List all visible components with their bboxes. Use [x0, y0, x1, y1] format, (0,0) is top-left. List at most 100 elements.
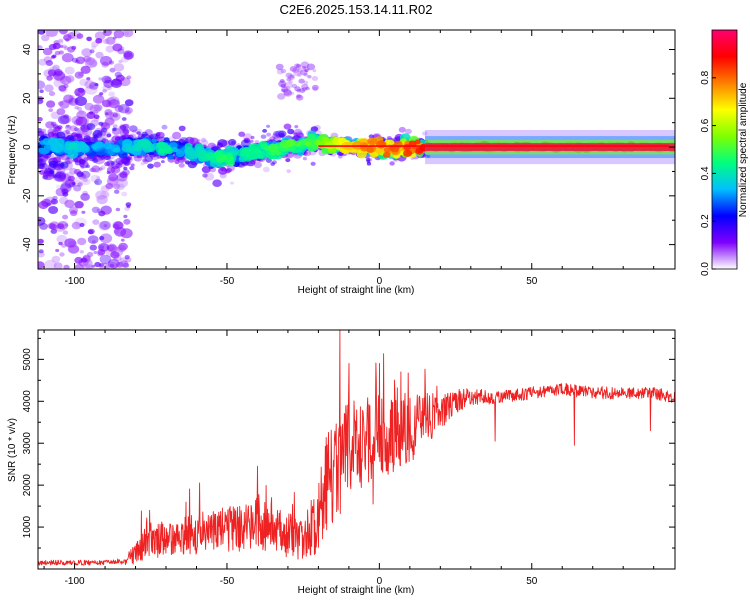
- spectrogram-cell: [46, 75, 53, 81]
- spectrogram-cell: [42, 47, 53, 56]
- spectrogram-cell: [77, 237, 87, 246]
- spectrogram-cell: [112, 43, 123, 52]
- spectrogram-cell: [284, 81, 293, 89]
- spectrogram-cell: [62, 214, 69, 220]
- spectrogram-cell: [78, 110, 85, 115]
- spectrogram-cell: [104, 76, 112, 84]
- spectrogram-cell: [122, 30, 134, 38]
- spectrogram-cell: [65, 38, 70, 42]
- spectrogram-cell: [63, 94, 74, 103]
- spectrogram-cell: [114, 189, 120, 194]
- spectrogram-cell: [262, 129, 267, 133]
- snr-marks: [38, 330, 675, 566]
- spectrogram-cell: [64, 238, 77, 248]
- snr-y-axis-title: SNR (10 * v/v): [7, 418, 18, 482]
- spectrogram-cell: [104, 109, 113, 116]
- spectrogram-cell: [114, 71, 123, 78]
- spectrogram-cell: [110, 161, 116, 165]
- spectrogram-cell: [296, 63, 302, 68]
- spectrogram-cell: [118, 104, 130, 114]
- spectrogram-cell: [57, 223, 65, 230]
- spectrogram-cell: [76, 110, 87, 119]
- spectrogram-cell: [270, 162, 276, 166]
- spectrogram-cell: [389, 145, 396, 151]
- spectrogram-cell: [73, 127, 79, 132]
- spectrogram-y-ticks: -40 -20 0 20 40: [22, 44, 675, 270]
- spectrogram-cell: [296, 94, 302, 99]
- spectrogram-cell: [112, 124, 118, 129]
- spectrogram-cell: [109, 263, 115, 268]
- spectrogram-cell: [42, 175, 49, 180]
- spectrogram-cell: [64, 66, 75, 75]
- spectrogram-cell: [287, 128, 295, 135]
- spectrogram-cell: [96, 176, 101, 180]
- spectrogram-cell: [226, 159, 235, 167]
- spectrogram-steady-band: [425, 143, 675, 151]
- spectrogram-cell: [80, 65, 91, 74]
- spectrogram-cell: [266, 132, 271, 137]
- spectrogram-cell: [100, 191, 110, 199]
- spectrogram-cell: [283, 88, 292, 96]
- spectrogram-cell: [271, 160, 277, 165]
- spectrogram-cell: [307, 75, 312, 79]
- spectrogram-cell: [368, 134, 374, 139]
- spectrogram-cell: [91, 264, 96, 268]
- spectrogram-cell: [303, 67, 310, 72]
- spectrogram-cell: [39, 222, 48, 230]
- spectrogram-cell: [302, 156, 307, 161]
- spectrogram-cell: [276, 69, 284, 75]
- spectrogram-cell: [426, 154, 431, 158]
- spectrogram-cell: [305, 86, 310, 91]
- spectrogram-cell: [44, 259, 57, 269]
- spectrogram-cell: [366, 146, 374, 153]
- spectrogram-cell: [61, 53, 74, 63]
- spectrogram-cell: [89, 49, 95, 54]
- spectrogram-cell: [295, 65, 302, 71]
- spectrogram-cell: [312, 86, 318, 92]
- spectrogram-cell: [110, 78, 123, 89]
- chart-title: C2E6.2025.153.14.11.R02: [280, 2, 433, 17]
- spectrogram-cell: [405, 128, 412, 135]
- spectrogram-cell: [39, 89, 44, 93]
- spectrogram-cell: [62, 230, 69, 235]
- spectrogram-cell: [83, 55, 92, 63]
- spectrogram-cell: [285, 139, 295, 147]
- spectrogram-cell: [144, 155, 153, 163]
- spectrogram-cell: [129, 125, 138, 132]
- spectrogram-cell: [118, 59, 123, 64]
- spectrogram-cell: [38, 128, 43, 133]
- spectrogram-cell: [278, 80, 287, 88]
- spectrogram-cell: [109, 67, 116, 73]
- spectrogram-cell: [296, 67, 303, 73]
- colorbar-ticks: 0.0 0.2 0.4 0.6 0.8: [700, 70, 716, 276]
- spectrogram-cell: [124, 255, 130, 260]
- spectrogram-cell: [238, 131, 246, 137]
- spectrogram-cell: [45, 60, 53, 66]
- spectrogram-cell: [44, 84, 54, 92]
- spectrogram-cell: [60, 181, 71, 190]
- spectrogram-cell: [126, 146, 133, 151]
- spectrogram-cell: [38, 97, 44, 105]
- spectrogram-cell: [305, 141, 312, 147]
- spectrogram-cell: [296, 89, 301, 93]
- spectrogram-cell: [76, 171, 84, 178]
- spectrogram-cell: [410, 157, 415, 160]
- spectrogram-cell: [280, 68, 287, 74]
- spectrogram-cell: [86, 123, 96, 131]
- spectrogram-cell: [80, 125, 86, 130]
- colorbar: 0.0 0.2 0.4 0.6 0.8 Normalized spectral ampl…: [700, 29, 749, 276]
- spectrogram-cell: [124, 109, 132, 115]
- spectrogram-cell: [50, 198, 59, 205]
- spectrogram-cell: [376, 140, 387, 149]
- spectrogram-cell: [55, 171, 67, 180]
- spectrogram-cell: [113, 159, 118, 163]
- spectrogram-cell: [100, 156, 105, 160]
- spectrogram-cell: [149, 133, 159, 141]
- spectrogram-y-tick-label: -40: [22, 237, 33, 252]
- spectrogram-cell: [132, 129, 137, 134]
- spectrogram-cell: [50, 121, 57, 127]
- spectrogram-cell: [86, 36, 92, 42]
- spectrogram-cell: [116, 261, 124, 268]
- spectrogram-cell: [52, 124, 59, 129]
- spectrogram-cell: [45, 30, 58, 37]
